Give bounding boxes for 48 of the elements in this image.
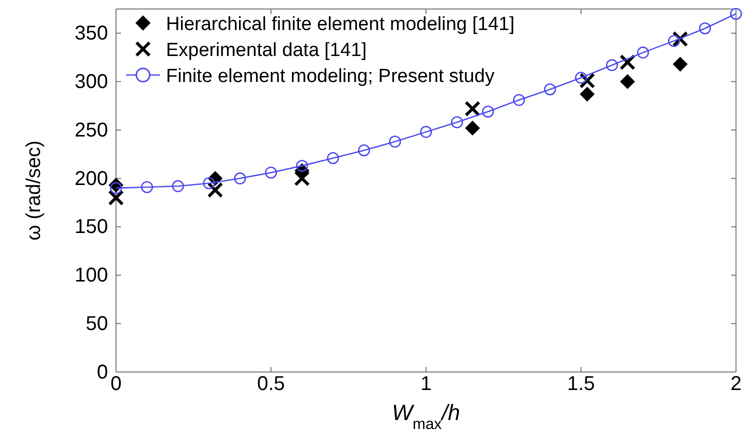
x-tick-label: 1	[420, 373, 432, 396]
point	[203, 177, 215, 190]
y-tick-label: 250	[74, 119, 108, 142]
point	[668, 34, 680, 47]
point	[110, 182, 122, 194]
x-tick-label: 1.5	[567, 373, 595, 396]
legend-label: Hierarchical finite element modeling [141]	[166, 14, 515, 35]
point	[420, 126, 432, 138]
point	[294, 170, 310, 186]
point	[141, 181, 153, 194]
point	[389, 136, 401, 148]
point	[172, 180, 184, 192]
point	[482, 106, 494, 118]
x-tick-label: 0	[110, 373, 122, 396]
y-tick-label: 50	[86, 313, 108, 335]
point	[580, 87, 594, 102]
y-tick-label: 100	[74, 264, 108, 287]
point	[699, 22, 711, 34]
point	[464, 100, 480, 117]
point	[579, 72, 596, 89]
point	[730, 8, 742, 20]
x-tick-label: 0.5	[257, 373, 285, 396]
y-tick-label: 350	[74, 22, 108, 45]
point	[465, 120, 480, 136]
point	[606, 59, 618, 72]
legend-label: Experimental data [141]	[166, 40, 367, 61]
point	[544, 83, 556, 96]
point	[620, 74, 635, 89]
point	[207, 182, 224, 198]
point	[620, 54, 636, 70]
point	[637, 46, 649, 59]
point	[108, 190, 124, 206]
x-tick-label: 2	[730, 373, 742, 396]
point	[451, 116, 463, 128]
x-axis-title: W$_{max}$/h	[392, 400, 460, 432]
y-axis-title: ω (rad/sec)	[23, 140, 45, 241]
point	[358, 144, 370, 156]
point	[234, 172, 246, 184]
point	[327, 152, 339, 164]
y-tick-label: 150	[74, 216, 108, 238]
y-tick-label: 200	[74, 168, 108, 190]
point	[673, 57, 688, 72]
point	[575, 72, 587, 84]
point	[296, 160, 308, 172]
y-tick-label: 300	[74, 71, 108, 93]
point	[265, 166, 277, 179]
point	[513, 94, 525, 106]
legend-label: Finite element modeling; Present study	[166, 66, 495, 87]
